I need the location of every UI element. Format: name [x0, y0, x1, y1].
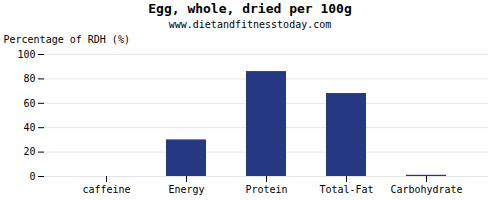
svg-text:100: 100: [17, 49, 35, 60]
svg-text:0: 0: [29, 171, 35, 182]
svg-text:Percentage of RDH (%): Percentage of RDH (%): [4, 34, 130, 45]
svg-text:Energy: Energy: [168, 184, 204, 195]
svg-text:Carbohydrate: Carbohydrate: [390, 184, 462, 195]
svg-text:caffeine: caffeine: [82, 184, 130, 195]
svg-text:Total-Fat: Total-Fat: [319, 184, 373, 195]
svg-text:80: 80: [23, 73, 35, 84]
svg-text:20: 20: [23, 146, 35, 157]
html-text:www.dietandfitnesstoday.com: www.dietandfitnesstoday.com: [168, 19, 332, 30]
svg-text:Protein: Protein: [245, 184, 287, 195]
svg-text:60: 60: [23, 98, 35, 109]
html-text:Egg, whole, dried per 100g: Egg, whole, dried per 100g: [148, 1, 352, 16]
svg-text:40: 40: [23, 122, 35, 133]
